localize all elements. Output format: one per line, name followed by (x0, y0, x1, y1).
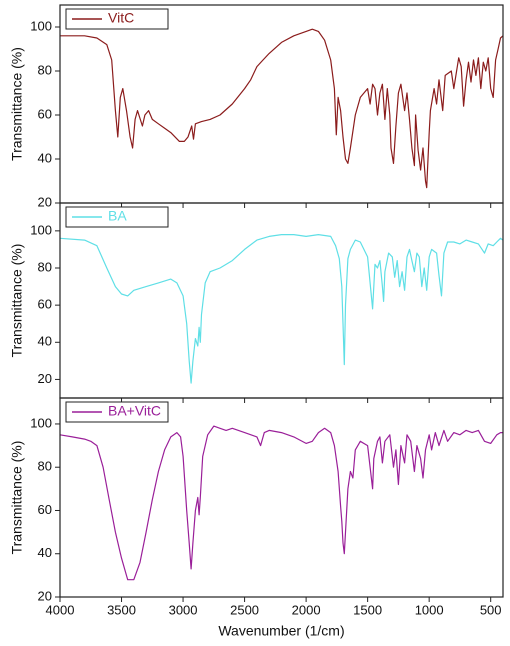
y-axis-label: Transmittance (%) (9, 47, 25, 161)
y-tick-label: 100 (30, 222, 52, 237)
y-tick-label: 80 (38, 459, 52, 474)
legend-label: BA+VitC (108, 403, 161, 419)
y-tick-label: 100 (30, 415, 52, 430)
spectrum-line (59, 425, 503, 581)
x-tick-label: 4000 (46, 602, 75, 617)
spectrum-line (59, 234, 504, 384)
y-tick-label: 100 (30, 18, 52, 33)
y-tick-label: 60 (38, 106, 52, 121)
y-tick-label: 80 (38, 259, 52, 274)
x-tick-label: 2500 (230, 602, 259, 617)
legend-box (65, 8, 169, 30)
x-tick-label: 3000 (169, 602, 198, 617)
y-tick-label: 60 (38, 297, 52, 312)
x-tick-label: 500 (480, 602, 502, 617)
y-tick-label: 40 (38, 150, 52, 165)
y-tick-label: 20 (38, 194, 52, 209)
x-tick-label: 1000 (415, 602, 444, 617)
y-tick-label: 40 (38, 545, 52, 560)
y-tick-label: 60 (38, 502, 52, 517)
legend-box (65, 206, 169, 228)
legend-box (65, 401, 169, 423)
y-axis-label: Transmittance (%) (9, 441, 25, 555)
x-tick-label: 3500 (107, 602, 136, 617)
plot-frame (59, 397, 504, 598)
x-axis-label: Wavenumber (1/cm) (218, 623, 344, 639)
y-axis-label: Transmittance (%) (9, 244, 25, 358)
y-tick-label: 20 (38, 588, 52, 603)
spectrum-line (60, 28, 504, 189)
y-tick-label: 40 (38, 334, 52, 349)
x-tick-label: 2000 (292, 602, 321, 617)
x-tick-label: 1500 (353, 602, 382, 617)
legend-label: BA (108, 208, 127, 224)
legend-label: VitC (108, 10, 134, 26)
plot-frame (59, 202, 504, 399)
y-tick-label: 80 (38, 62, 52, 77)
y-tick-label: 20 (38, 371, 52, 386)
